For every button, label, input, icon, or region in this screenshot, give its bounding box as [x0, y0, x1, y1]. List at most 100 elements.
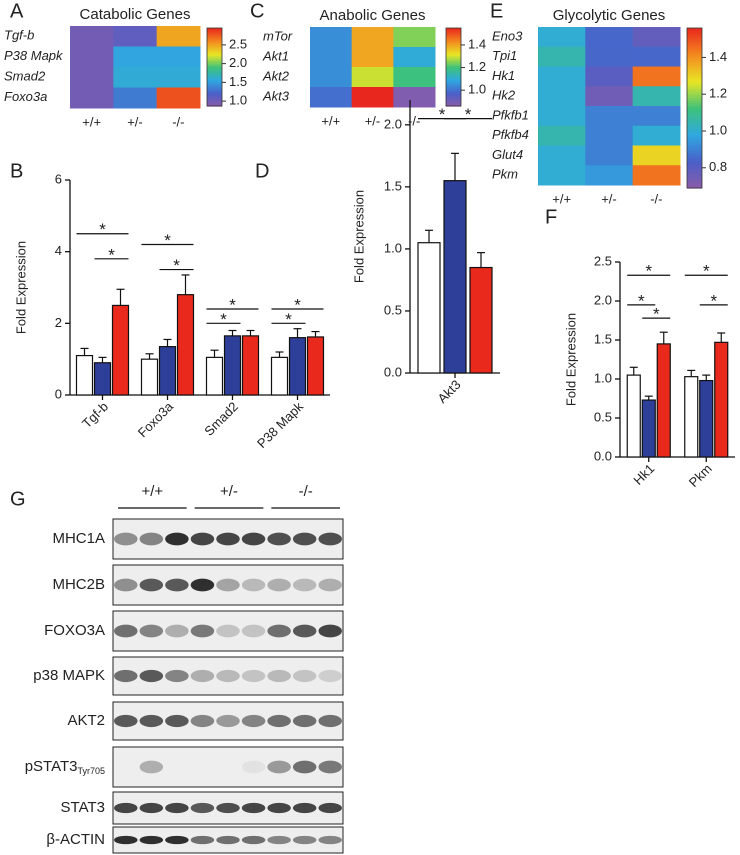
- colorbar-strip: [446, 55, 461, 58]
- bar: [469, 266, 493, 374]
- heat-cell: [156, 46, 201, 68]
- colorbar-strip: [687, 65, 702, 69]
- colorbar-strip: [446, 100, 461, 103]
- bar: [684, 376, 699, 458]
- blot-band: [292, 578, 317, 592]
- blot-row-label: MHC2B: [52, 576, 105, 593]
- heat-cell: [156, 67, 201, 88]
- colorbar-tick-label: 1.5: [229, 74, 247, 89]
- bar: [111, 304, 130, 396]
- colorbar-strip: [207, 85, 222, 88]
- colorbar-strip: [687, 100, 702, 104]
- heat-cell: [113, 87, 158, 109]
- colorbar-strip: [446, 96, 461, 99]
- colorbar-strip: [446, 89, 461, 91]
- blot-band: [216, 669, 240, 683]
- colorbar-strip: [207, 28, 222, 30]
- blot-band: [190, 714, 215, 728]
- colorbar-strip: [207, 96, 222, 99]
- y-tick-label: 1.5: [594, 331, 612, 346]
- significance-star: *: [653, 305, 660, 324]
- colorbar-strip: [446, 91, 461, 94]
- colorbar-strip: [207, 48, 222, 51]
- heat-cell: [632, 46, 681, 67]
- x-tick-label: Akt3: [435, 377, 464, 406]
- x-tick-label: Smad2: [201, 399, 241, 439]
- heat-cell: [156, 87, 201, 109]
- colorbar-strip: [446, 37, 461, 39]
- colorbar-strip: [446, 47, 461, 50]
- row-label: Pkm: [492, 167, 518, 182]
- x-tick-label: P38 Mapk: [254, 399, 306, 451]
- colorbar-strip: [446, 68, 461, 71]
- colorbar-strip: [687, 57, 702, 61]
- heat-cell: [538, 27, 586, 48]
- bar: [417, 242, 441, 374]
- bar: [140, 358, 159, 396]
- colorbar-strip: [207, 33, 222, 36]
- panel-label: F: [545, 206, 557, 228]
- y-axis-label: Fold Expression: [13, 241, 28, 334]
- blot-band: [292, 760, 317, 774]
- column-label: -/-: [408, 113, 420, 128]
- protein-name: STAT3: [61, 799, 105, 816]
- significance-star: *: [229, 295, 236, 314]
- blot-band: [114, 802, 138, 814]
- protein-name: AKT2: [67, 712, 105, 729]
- blot-band: [190, 802, 215, 814]
- blot-band: [165, 532, 189, 546]
- colorbar-strip: [207, 91, 222, 94]
- row-label: Hk1: [492, 68, 515, 83]
- protein-subscript: Tyr705: [77, 766, 105, 776]
- colorbar-strip: [446, 102, 461, 104]
- heat-cell: [585, 106, 634, 127]
- colorbar-strip: [446, 29, 461, 32]
- row-label: Pfkfb1: [492, 107, 529, 122]
- colorbar-strip: [207, 47, 222, 50]
- column-label: +/-: [601, 191, 617, 206]
- colorbar-strip: [446, 86, 461, 89]
- colorbar-strip: [207, 39, 222, 42]
- colorbar-frame: [445, 27, 462, 107]
- y-tick-label: 2: [55, 315, 62, 330]
- colorbar-strip: [687, 33, 702, 37]
- colorbar-strip: [446, 64, 461, 67]
- y-tick-label: 0.0: [594, 448, 612, 463]
- row-label: Glut4: [492, 147, 523, 162]
- heat-cell: [585, 66, 634, 87]
- blot-band: [241, 714, 266, 728]
- colorbar-strip: [207, 69, 222, 72]
- colorbar-strip: [446, 76, 461, 78]
- colorbar-tick-label: 1.2: [468, 59, 486, 74]
- row-label: Tpi1: [492, 48, 517, 63]
- group-label: +/-: [220, 483, 238, 500]
- blot-band: [267, 669, 291, 683]
- colorbar-strip: [687, 46, 702, 50]
- blot-band: [139, 714, 164, 728]
- blot-band: [267, 760, 291, 774]
- bar: [176, 294, 195, 396]
- bar: [270, 356, 289, 396]
- colorbar-strip: [207, 30, 222, 33]
- colorbar-strip: [687, 132, 702, 136]
- colorbar-strip: [446, 74, 461, 77]
- colorbar-strip: [207, 76, 222, 78]
- colorbar-strip: [207, 38, 222, 41]
- colorbar-tick-label: 2.0: [229, 55, 247, 70]
- row-label: Akt1: [262, 48, 289, 63]
- blot-row-label: β-ACTIN: [46, 831, 105, 848]
- heat-cell: [70, 87, 114, 109]
- column-label: +/+: [552, 191, 571, 206]
- significance-star: *: [220, 310, 227, 329]
- colorbar-strip: [207, 98, 222, 101]
- colorbar-frame: [206, 27, 223, 107]
- colorbar-strip: [446, 41, 461, 43]
- colorbar-strip: [207, 63, 222, 65]
- colorbar-strip: [687, 126, 702, 130]
- colorbar-strip: [687, 52, 702, 56]
- blot-row-label: AKT2: [67, 712, 105, 729]
- row-label: Tgf-b: [4, 28, 34, 43]
- colorbar-strip: [207, 72, 222, 75]
- significance-star: *: [465, 105, 472, 124]
